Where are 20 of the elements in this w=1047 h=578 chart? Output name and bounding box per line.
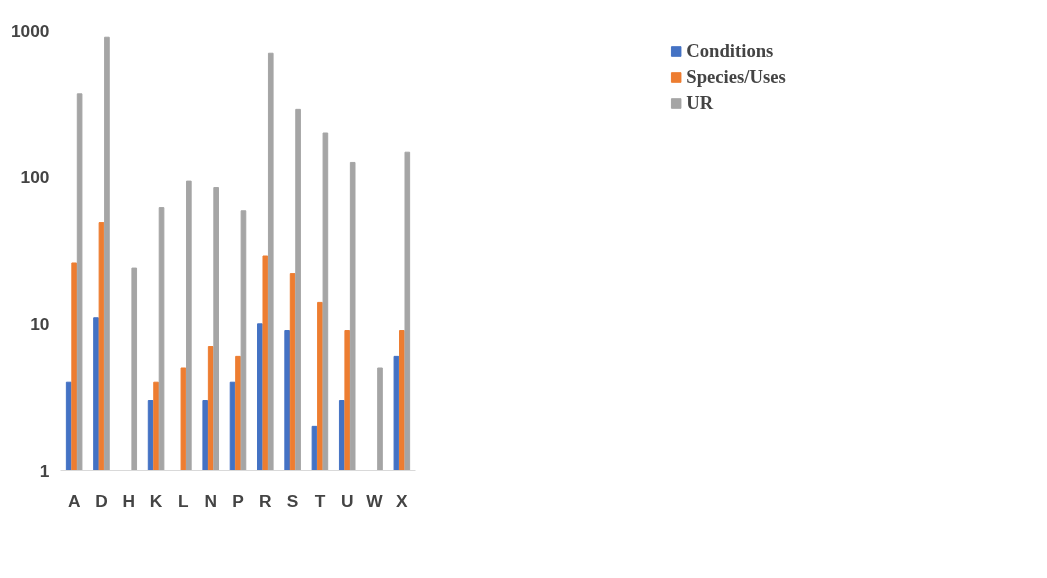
x-tick-label: A bbox=[67, 490, 81, 511]
x-tick-label: S bbox=[286, 490, 299, 511]
x-tick-label: N bbox=[204, 490, 217, 511]
x-tick-label: D bbox=[95, 490, 108, 511]
x-tick-label: T bbox=[314, 490, 326, 511]
y-tick-label: 100 bbox=[20, 167, 50, 188]
legend-label: Conditions bbox=[686, 40, 774, 62]
legend-label: UR bbox=[686, 92, 714, 114]
x-tick-label: L bbox=[178, 490, 190, 511]
x-tick-label: P bbox=[232, 490, 244, 511]
y-tick-label: 1000 bbox=[10, 20, 50, 41]
x-tick-label: U bbox=[340, 490, 354, 511]
y-tick-label: 1 bbox=[39, 460, 50, 481]
legend-label: Species/Uses bbox=[686, 66, 786, 88]
x-tick-label: R bbox=[259, 490, 273, 511]
y-tick-label: 10 bbox=[30, 313, 50, 334]
x-tick-label: K bbox=[149, 490, 163, 511]
x-tick-label: W bbox=[366, 490, 384, 511]
x-tick-label: X bbox=[396, 490, 409, 511]
x-tick-label: H bbox=[122, 490, 136, 511]
